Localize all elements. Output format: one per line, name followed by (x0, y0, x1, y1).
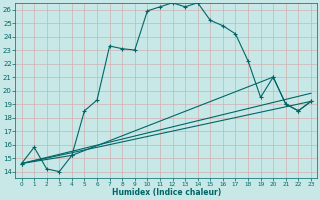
X-axis label: Humidex (Indice chaleur): Humidex (Indice chaleur) (112, 188, 221, 197)
